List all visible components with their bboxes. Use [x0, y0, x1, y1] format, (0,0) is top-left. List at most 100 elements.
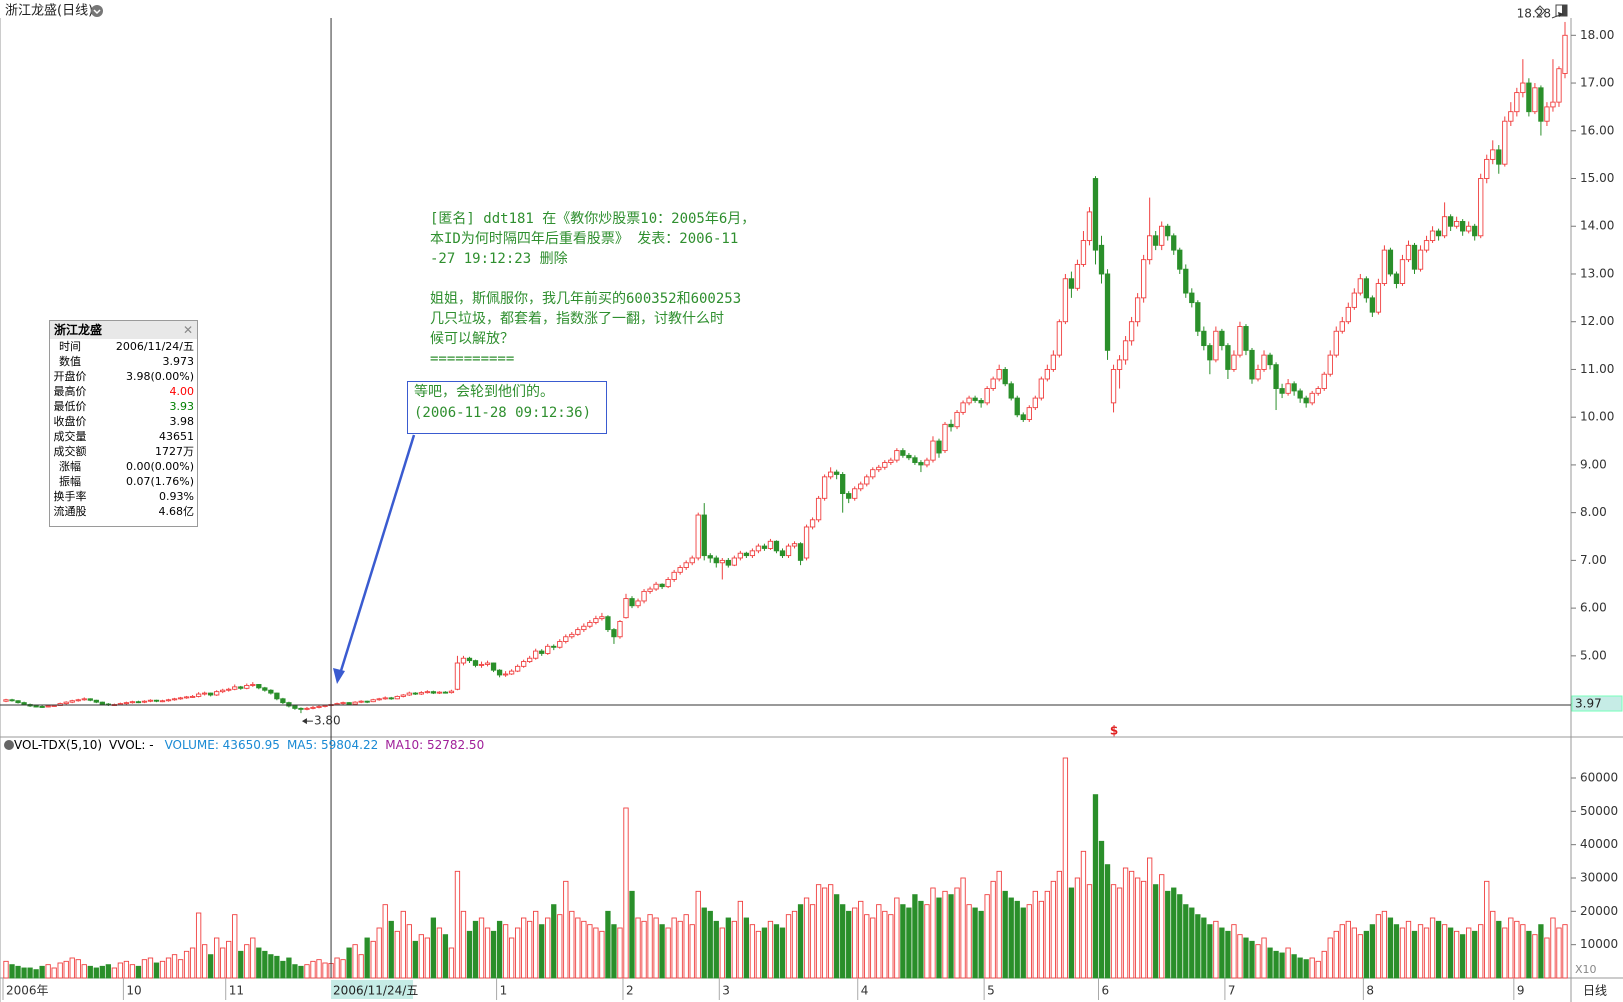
volume-bar — [1008, 897, 1014, 979]
volume-bar — [1195, 914, 1201, 979]
volume-bar — [599, 930, 605, 979]
volume-bar — [250, 937, 256, 979]
candle-body — [51, 705, 57, 707]
candle-body — [1411, 244, 1418, 270]
volume-bar — [629, 890, 635, 979]
toolbar-icon-fill — [1562, 5, 1567, 16]
candle-body — [575, 629, 581, 635]
volume-bar — [635, 917, 641, 979]
volume-bar — [280, 960, 286, 979]
menu-icon[interactable] — [4, 740, 14, 750]
candle-body — [749, 550, 756, 557]
volume-bar — [81, 964, 87, 979]
candle-body — [912, 457, 918, 463]
candle-body — [141, 700, 148, 703]
comment-line: 几只垃圾，都套着，指数涨了一翻，讨教什么时 — [430, 311, 724, 327]
candle-body — [713, 557, 719, 564]
volume-bar — [611, 924, 617, 979]
candle-body — [677, 567, 683, 573]
info-title: 浙江龙盛 — [54, 323, 103, 337]
volume-bar — [3, 960, 9, 979]
volume-bar — [147, 957, 154, 979]
volume-bar — [1255, 944, 1261, 979]
volume-bar — [1381, 910, 1388, 979]
x-tick-label: 6 — [1102, 984, 1110, 998]
candle-body — [791, 543, 798, 547]
volume-bar — [1038, 900, 1044, 979]
menu-icon[interactable] — [91, 5, 103, 17]
candle-body — [1026, 407, 1032, 421]
volume-bar — [761, 927, 768, 979]
candle-body — [1478, 178, 1484, 237]
comment-line: [匿名] ddt181 在《教你炒股票10：2005年6月， — [430, 211, 756, 227]
candle-body — [1453, 221, 1460, 227]
volume-bar — [942, 890, 948, 979]
toolbar-icon[interactable] — [1534, 5, 1546, 17]
candle-body — [1086, 211, 1093, 242]
volume-bar — [340, 959, 346, 979]
candle-body — [1159, 225, 1165, 246]
candle-body — [653, 583, 659, 590]
volume-bar — [436, 927, 443, 979]
candle-body — [827, 471, 834, 478]
volume-bar — [797, 904, 804, 979]
volume-bar — [1423, 927, 1430, 979]
candle-body — [743, 552, 750, 557]
volume-bar — [1267, 947, 1273, 979]
candle-body — [490, 662, 497, 671]
volume-legend: VOL-TDX(5,10) VVOL: - VOLUME: 43650.95 MA5:… — [6, 737, 484, 753]
candle-body — [1381, 249, 1388, 284]
volume-bar — [1550, 917, 1556, 979]
volume-bar — [208, 954, 214, 979]
volume-bar — [177, 959, 184, 979]
candle-body — [954, 411, 960, 428]
volume-bar — [1098, 840, 1105, 979]
candle-body — [1207, 345, 1213, 361]
volume-bar — [1405, 920, 1412, 979]
candle-body — [454, 662, 461, 690]
volume-bar — [165, 957, 172, 979]
x-tick-label: 5 — [987, 984, 995, 998]
candle-body — [1466, 225, 1472, 232]
candle-body — [1153, 235, 1159, 246]
candle-body — [316, 706, 322, 708]
volume-bar — [557, 914, 563, 979]
volume-bar — [129, 964, 136, 979]
high-label: 18.28 — [1517, 6, 1551, 20]
candle-body — [1267, 354, 1273, 366]
volume-bar — [894, 897, 900, 979]
candle-body — [966, 397, 972, 404]
volume-bar — [803, 897, 810, 979]
candle-body — [1417, 249, 1424, 270]
x-tick-label: 7 — [1228, 984, 1236, 998]
candle-body — [123, 702, 130, 705]
comment-line: -27 19:12:23 删除 — [430, 251, 568, 267]
volume-bar — [569, 910, 575, 979]
candle-body — [1147, 235, 1153, 261]
volume-bar — [876, 904, 882, 979]
volume-bar — [111, 967, 118, 979]
volume-bar — [864, 914, 870, 979]
candle-body — [322, 705, 328, 707]
candle-body — [1321, 373, 1327, 389]
volume-bar — [1496, 920, 1502, 979]
y-tick-label: 40000 — [1580, 837, 1618, 851]
volume-bar — [1153, 884, 1159, 979]
info-row: 数值 3.973 — [50, 354, 197, 369]
candle-body — [1231, 354, 1237, 370]
info-row: 流通股 4.68亿 — [50, 504, 197, 519]
candle-body — [1134, 297, 1141, 323]
close-button[interactable]: ✕ — [182, 323, 193, 337]
info-label: 最高价 — [53, 385, 87, 398]
volume-bar — [1110, 884, 1117, 979]
candle-body — [918, 462, 924, 466]
legend-item: MA10: 52782.50 — [385, 738, 485, 752]
candle-body — [250, 684, 256, 686]
volume-bar — [1303, 959, 1309, 979]
volume-bar — [508, 937, 515, 979]
candle-body — [870, 469, 876, 478]
candle-body — [1375, 283, 1382, 313]
info-value: 2006/11/24/五 — [115, 340, 194, 353]
volume-bar — [1237, 934, 1243, 979]
candle-body — [147, 699, 154, 702]
